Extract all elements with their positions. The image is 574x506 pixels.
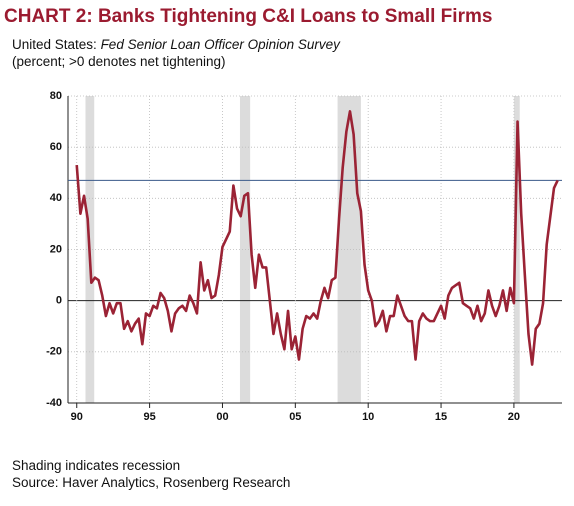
source: Source: Haver Analytics, Rosenberg Resea…	[12, 475, 290, 490]
x-tick-label: 10	[362, 411, 374, 423]
subtitle-survey: Fed Senior Loan Officer Opinion Survey	[101, 37, 342, 52]
x-tick-label: 05	[289, 411, 301, 423]
x-tick-label: 15	[435, 411, 447, 423]
data-line	[75, 110, 559, 366]
footnote: Shading indicates recession	[12, 458, 180, 473]
y-tick-label: -40	[46, 397, 62, 409]
chart-title: CHART 2: Banks Tightening C&I Loans to S…	[4, 6, 492, 27]
x-tick-label: 95	[143, 411, 155, 423]
subtitle: United States: Fed Senior Loan Officer O…	[12, 37, 341, 52]
x-tick-label: 20	[508, 411, 520, 423]
y-tick-label: 20	[50, 243, 62, 255]
y-tick-label: 40	[50, 192, 62, 204]
subtitle-prefix: United States:	[12, 37, 101, 52]
y-tick-label: -20	[46, 346, 62, 358]
y-tick-label: 60	[50, 141, 62, 153]
units-note: (percent; >0 denotes net tightening)	[12, 54, 226, 69]
x-tick-label: 00	[216, 411, 228, 423]
x-tick-label: 90	[71, 411, 83, 423]
recession-shade	[513, 96, 520, 403]
y-tick-label: 80	[50, 90, 62, 102]
y-tick-label: 0	[56, 295, 62, 307]
